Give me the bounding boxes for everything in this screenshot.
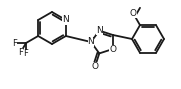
Text: O: O bbox=[92, 62, 99, 71]
Text: O: O bbox=[109, 45, 116, 54]
Text: N: N bbox=[96, 26, 103, 35]
Text: F: F bbox=[18, 48, 23, 57]
Text: N: N bbox=[88, 37, 94, 46]
Text: N: N bbox=[62, 15, 69, 24]
Text: F: F bbox=[13, 39, 17, 48]
Text: O: O bbox=[130, 9, 137, 18]
Text: F: F bbox=[24, 49, 28, 58]
